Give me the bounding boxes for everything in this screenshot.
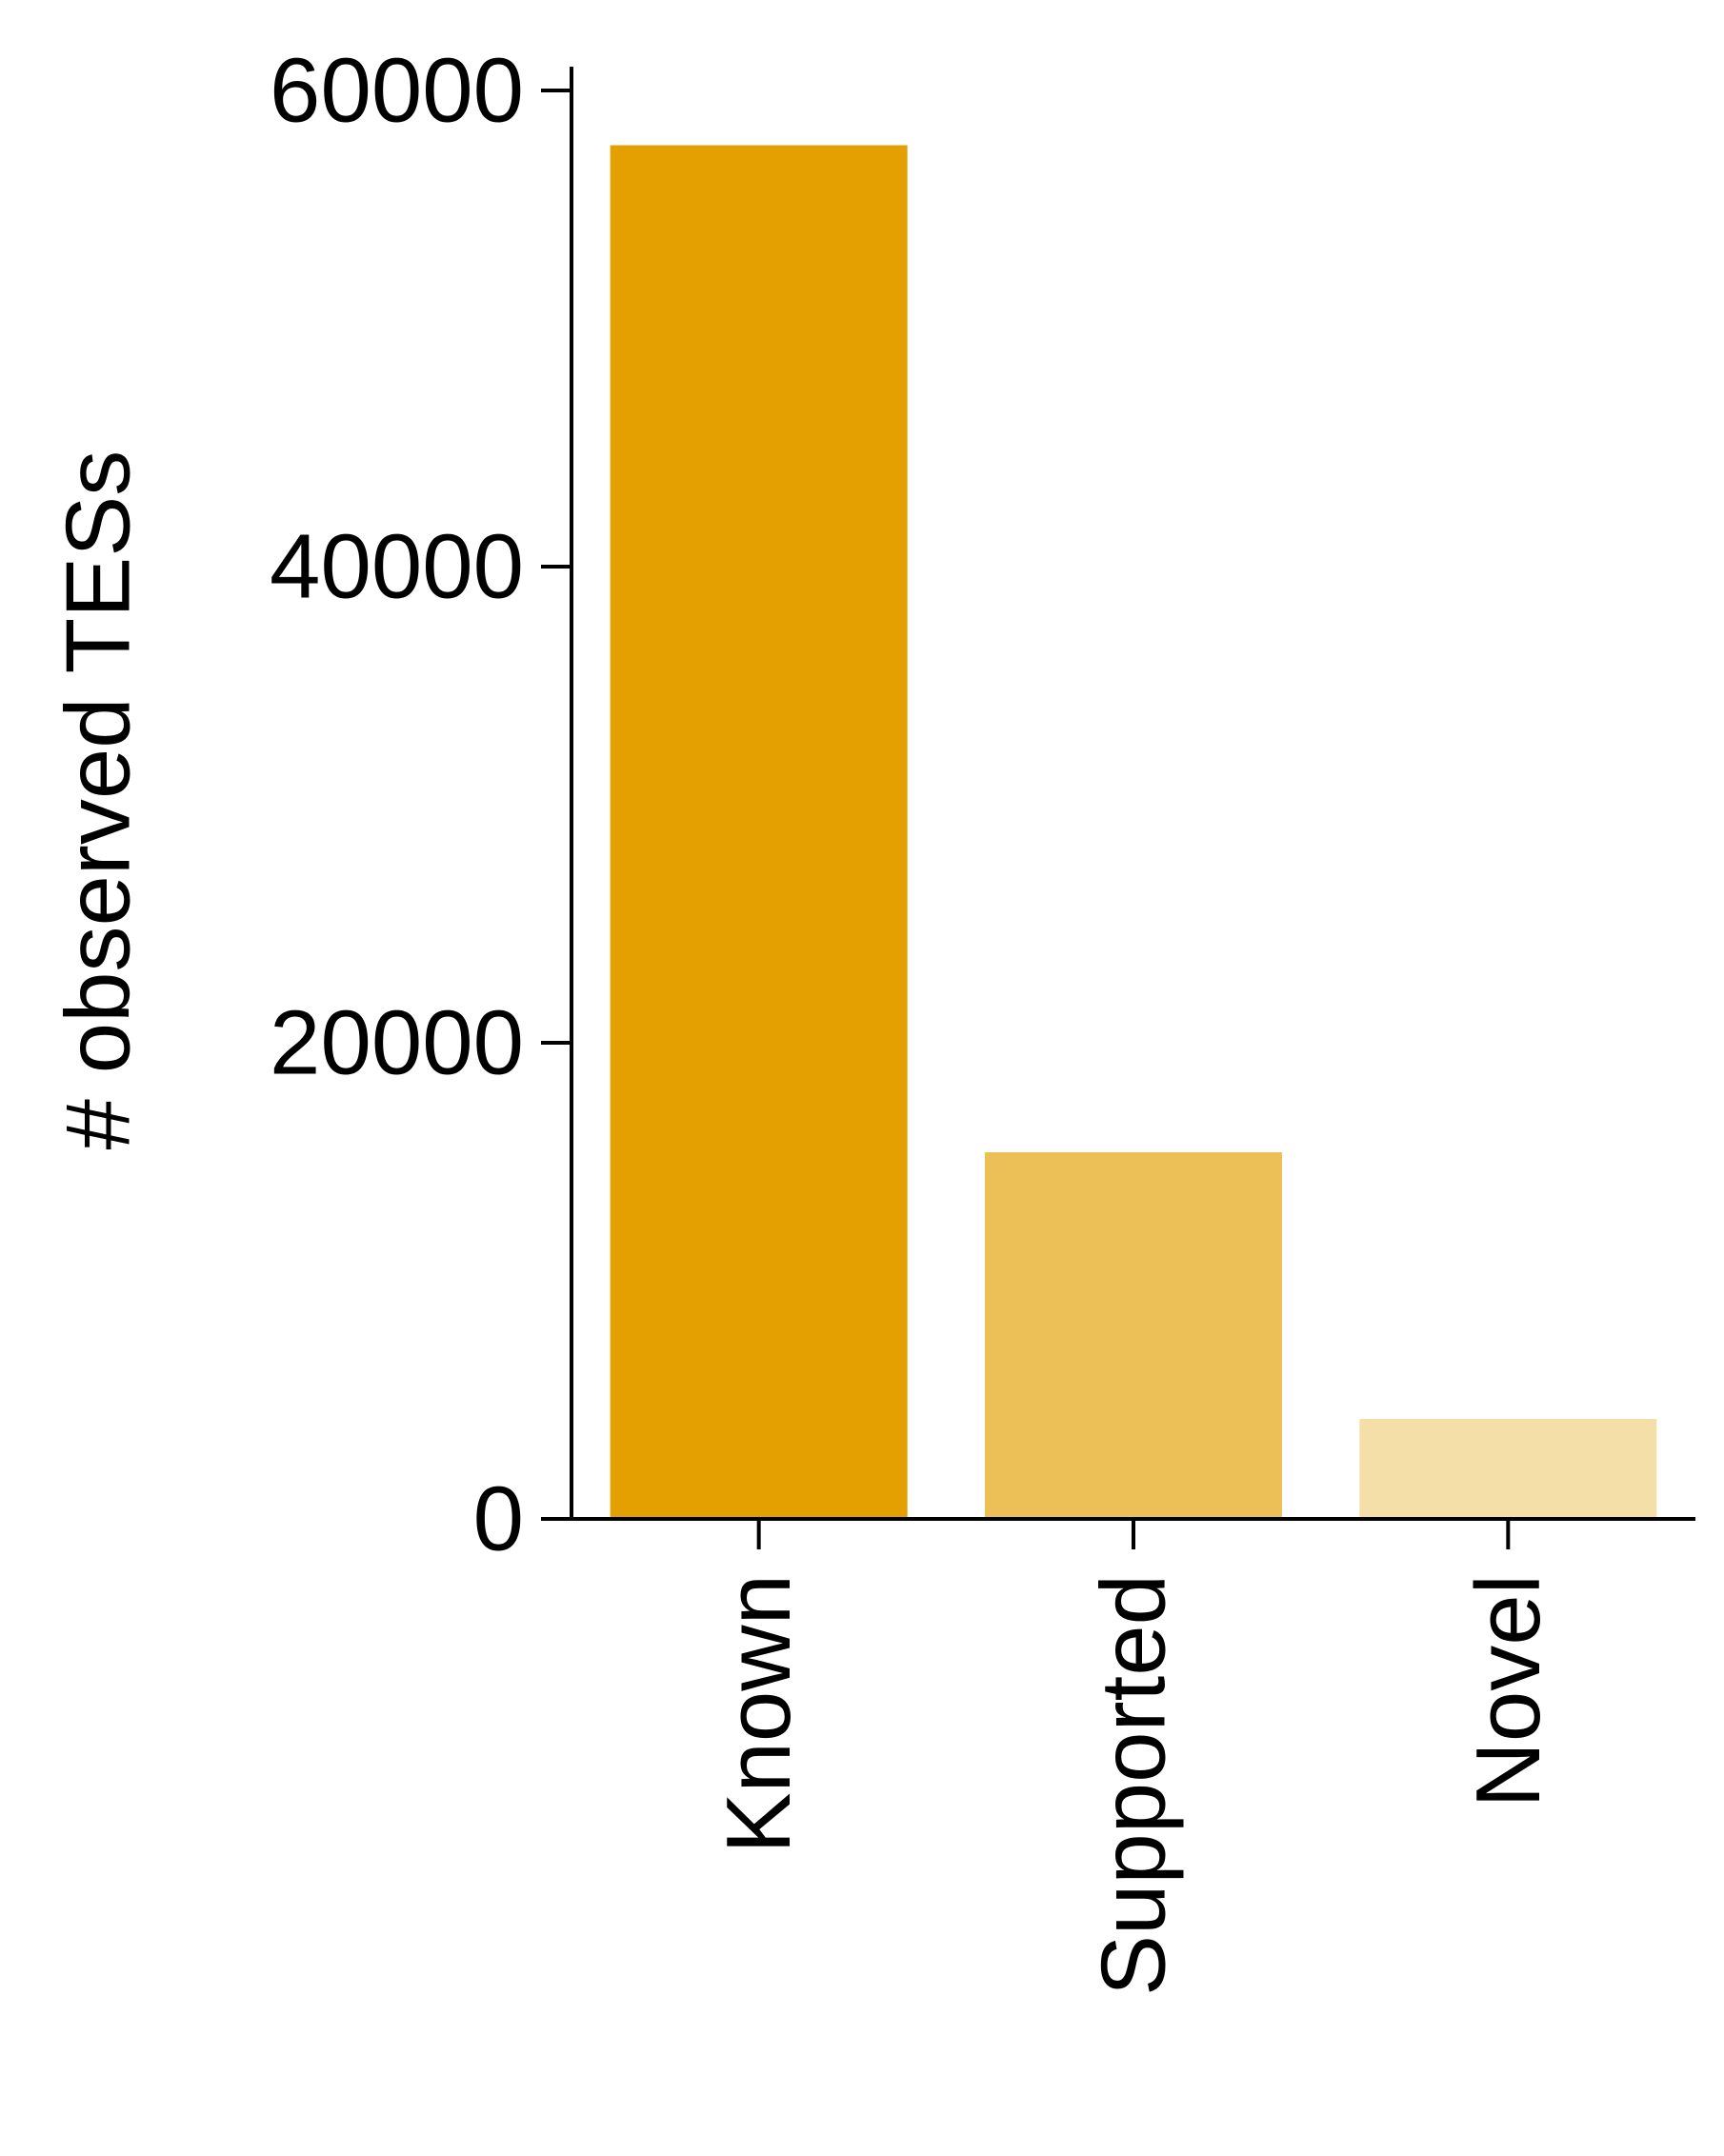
x-tick-label-known: Known (708, 1574, 810, 1854)
x-tick-label-supported: Supported (1083, 1574, 1185, 1996)
y-axis-label: # observed TESs (47, 450, 149, 1150)
bars-group (610, 145, 1657, 1519)
y-tick-label-0: 0 (473, 1468, 524, 1570)
y-tick-label-40000: 40000 (270, 516, 524, 618)
x-tick-label-novel: Novel (1457, 1574, 1559, 1807)
bar-novel (1359, 1419, 1657, 1519)
axes-group (541, 67, 1695, 1549)
tick-labels-group: 0 20000 40000 60000 Known Supported Novel (270, 40, 1559, 1997)
bar-supported (985, 1152, 1282, 1519)
y-tick-label-60000: 60000 (270, 40, 524, 142)
y-tick-label-20000: 20000 (270, 992, 524, 1094)
bar-known (610, 145, 908, 1519)
